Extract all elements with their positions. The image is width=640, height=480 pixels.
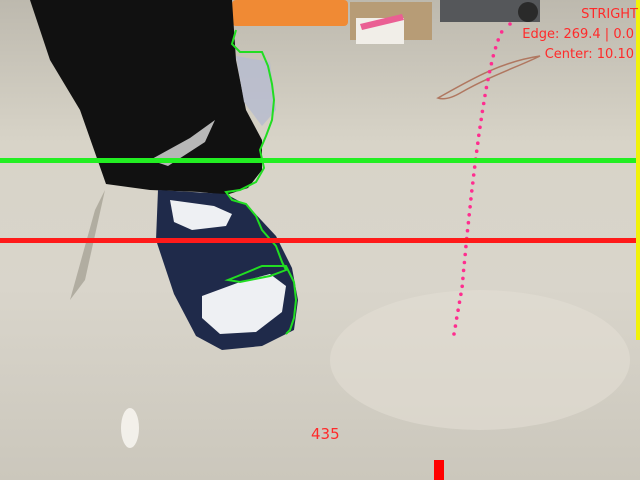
dark-wheel bbox=[518, 2, 538, 22]
trajectory-dot bbox=[474, 149, 479, 153]
pink-tape bbox=[360, 14, 404, 30]
frame-value: 435 bbox=[311, 425, 340, 443]
trajectory-dot bbox=[493, 46, 498, 50]
trajectory-dot bbox=[472, 165, 477, 169]
trajectory-dot bbox=[496, 38, 501, 42]
trajectory-dot bbox=[464, 244, 468, 249]
trajectory-dot bbox=[466, 220, 471, 225]
trajectory-dot bbox=[456, 308, 460, 313]
trajectory-dot bbox=[487, 69, 492, 74]
trajectory-dot bbox=[486, 77, 490, 82]
sock-logo bbox=[150, 120, 215, 166]
lower-reference-line bbox=[0, 238, 640, 243]
trajectory-dot bbox=[452, 332, 456, 336]
trajectory-dot bbox=[479, 117, 484, 122]
trajectory-dot bbox=[484, 85, 489, 90]
floor-cable bbox=[436, 55, 541, 100]
trajectory-dot bbox=[471, 181, 475, 185]
trajectory-dot bbox=[468, 205, 472, 209]
trouser-leg bbox=[30, 0, 262, 195]
mode-label: STRIGHT bbox=[581, 7, 638, 22]
floor-reflection bbox=[121, 408, 139, 448]
bottom-position-marker bbox=[434, 460, 444, 480]
center-readout: Center: 10.10 bbox=[544, 47, 634, 62]
trajectory-dot bbox=[480, 109, 485, 114]
trajectory-dots bbox=[452, 22, 512, 336]
right-boundary-line bbox=[636, 0, 640, 340]
trajectory-dot bbox=[481, 101, 486, 106]
trajectory-dot bbox=[499, 30, 504, 34]
trajectory-dot bbox=[453, 324, 458, 328]
trajectory-dot bbox=[470, 189, 474, 193]
trajectory-dot bbox=[467, 213, 472, 217]
trajectory-dot bbox=[465, 228, 470, 233]
trajectory-dot bbox=[461, 268, 466, 273]
trajectory-dot bbox=[491, 54, 496, 58]
trajectory-dot bbox=[476, 141, 480, 145]
trajectory-dot bbox=[478, 125, 482, 130]
trajectory-dot bbox=[459, 292, 463, 297]
trajectory-dot bbox=[461, 276, 465, 281]
trajectory-dot bbox=[463, 252, 468, 257]
trajectory-dot bbox=[469, 197, 473, 201]
foot-contour bbox=[224, 29, 298, 335]
trajectory-dot bbox=[462, 260, 467, 265]
trajectory-dot bbox=[454, 316, 459, 320]
trajectory-dot bbox=[508, 22, 512, 26]
orange-box bbox=[232, 0, 348, 26]
trajectory-dot bbox=[457, 300, 462, 305]
trajectory-dot bbox=[471, 173, 476, 177]
sock-white bbox=[170, 200, 232, 230]
trajectory-dot bbox=[477, 133, 481, 138]
edge-readout: Edge: 269.4 | 0.0 bbox=[522, 27, 634, 42]
trajectory-dot bbox=[460, 284, 465, 289]
trajectory-dot bbox=[483, 93, 487, 98]
upper-reference-line bbox=[0, 158, 640, 163]
floor-scuff bbox=[70, 190, 105, 300]
sock-toe bbox=[202, 274, 286, 334]
floor-glare bbox=[330, 290, 630, 430]
trajectory-dot bbox=[489, 61, 494, 66]
dark-object bbox=[440, 0, 540, 22]
blurred-bag bbox=[236, 56, 276, 126]
